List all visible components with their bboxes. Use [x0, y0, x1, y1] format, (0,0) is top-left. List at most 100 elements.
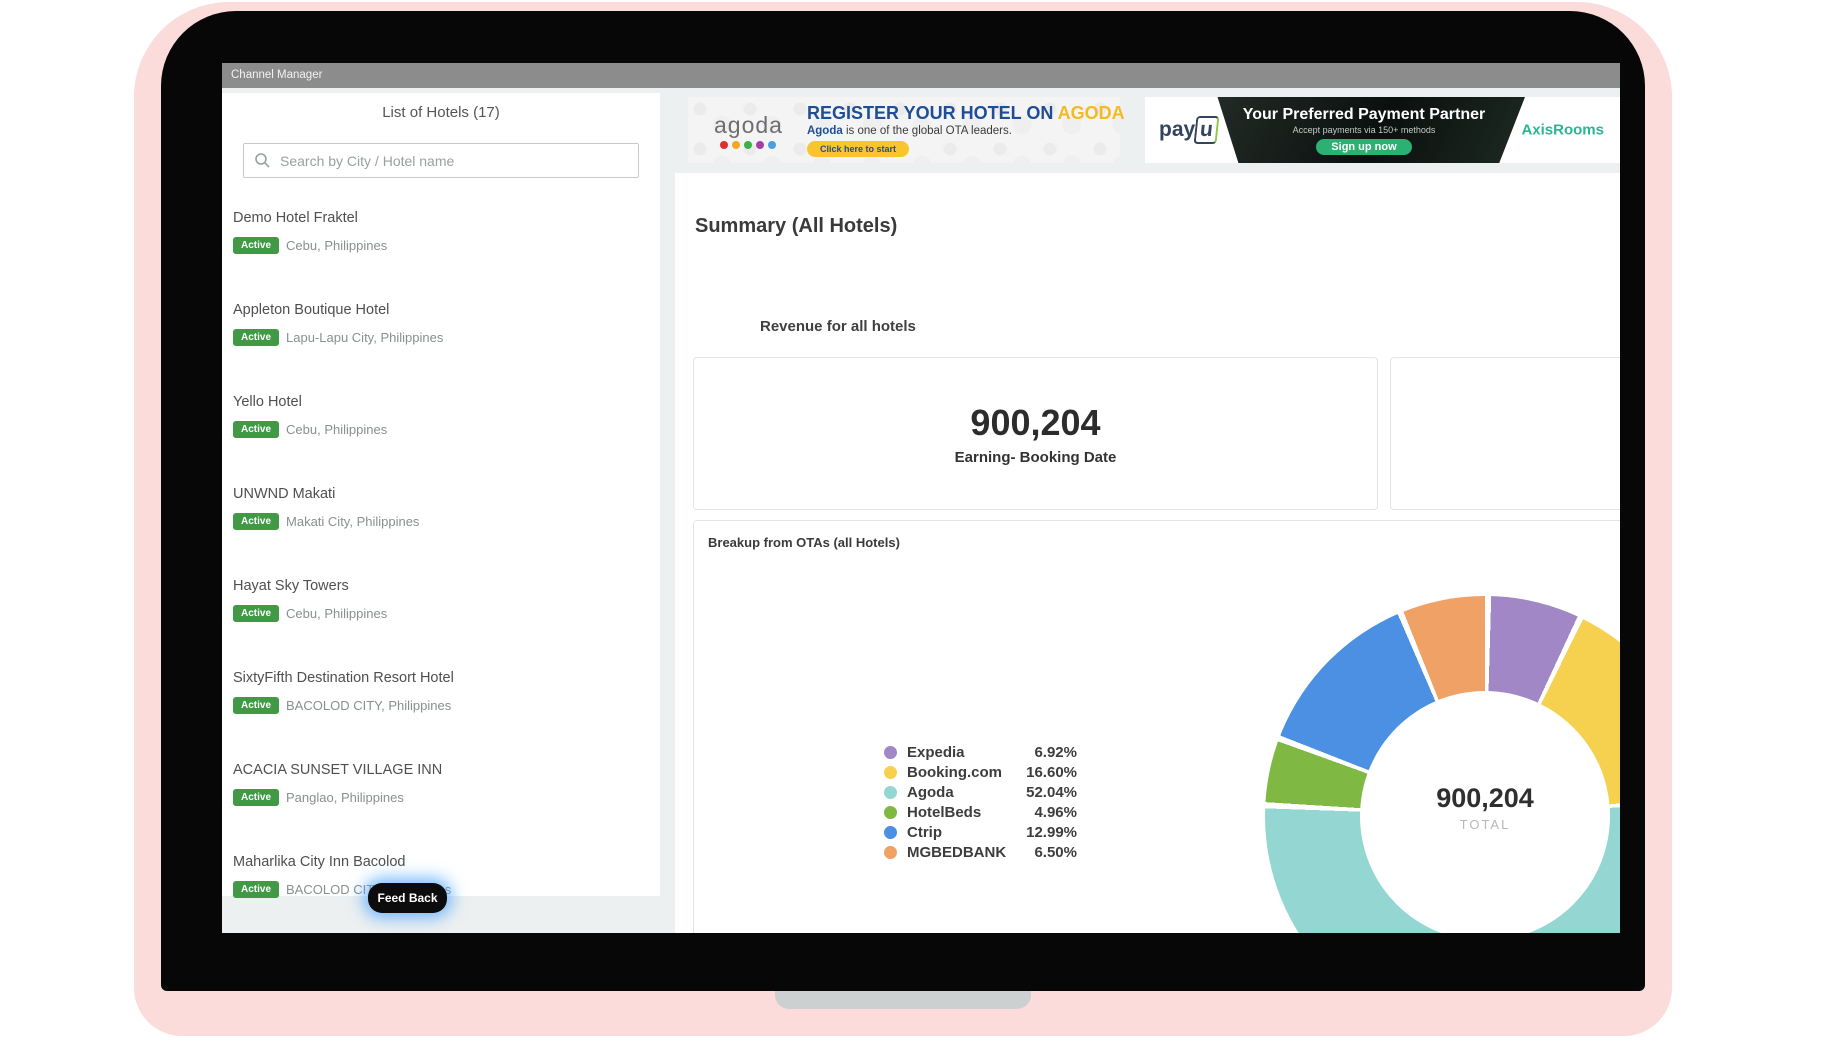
legend-series-name: Expedia — [907, 743, 965, 761]
hotel-meta: Active Cebu, Philippines — [233, 421, 640, 438]
legend-row: Booking.com 16.60% — [884, 762, 1077, 782]
hotel-list-item[interactable]: Demo Hotel Fraktel Active Cebu, Philippine… — [233, 210, 640, 254]
legend-dot-icon — [884, 845, 897, 859]
legend-series-value: 6.50% — [1034, 843, 1077, 861]
hotel-name: ACACIA SUNSET VILLAGE INN — [233, 762, 443, 778]
hotel-list: Demo Hotel Fraktel Active Cebu, Philippine… — [222, 210, 660, 898]
legend-row: HotelBeds 4.96% — [884, 802, 1077, 822]
ota-breakup-heading: Breakup from OTAs (all Hotels) — [708, 535, 900, 550]
hotel-name: Demo Hotel Fraktel — [233, 210, 358, 226]
hotel-name: SixtyFifth Destination Resort Hotel — [233, 670, 454, 686]
legend-series-value: 52.04% — [1026, 783, 1077, 801]
legend-series-name: Ctrip — [907, 823, 942, 841]
hotel-list-item[interactable]: SixtyFifth Destination Resort Hotel Activ… — [233, 670, 640, 714]
hotel-meta: Active Cebu, Philippines — [233, 237, 640, 254]
app-screen: Channel Manager List of Hotels (17) Demo… — [222, 63, 1620, 933]
search-box — [243, 143, 639, 178]
hotel-meta: Active BACOLOD CITY, Philippines — [233, 697, 640, 714]
payu-ad-subtitle: Accept payments via 150+ methods — [1292, 124, 1436, 135]
donut-chart-legend: Expedia 6.92% Booking.com 16.60% Agoda 52.04%… — [884, 742, 1077, 862]
legend-series-name: Booking.com — [907, 763, 1003, 781]
hotel-sidebar: List of Hotels (17) Demo Hotel Fraktel Ac… — [222, 93, 660, 898]
legend-dot-icon — [884, 785, 897, 799]
legend-series-value: 12.99% — [1026, 823, 1077, 841]
hotel-location: BACOLOD CITY, Philippines — [286, 698, 452, 713]
hotel-list-title: List of Hotels (17) — [382, 104, 500, 121]
status-badge: Active — [233, 329, 280, 346]
status-badge: Active — [233, 237, 280, 254]
agoda-ad-banner[interactable]: agoda REGISTER YOUR HOTEL ON AGODA Agoda… — [688, 97, 1125, 163]
agoda-dot-icon — [756, 140, 765, 149]
metric-card-secondary — [1390, 357, 1620, 510]
hotel-location: Cebu, Philippines — [286, 606, 388, 621]
legend-series-name: Agoda — [907, 783, 954, 801]
agoda-headline-prefix: REGISTER YOUR HOTEL ON — [806, 103, 1058, 123]
status-badge: Active — [233, 421, 280, 438]
hotel-location: Cebu, Philippines — [286, 422, 388, 437]
legend-row: Expedia 6.92% — [884, 742, 1077, 762]
axisrooms-logo: AxisRooms — [1521, 121, 1604, 139]
payu-ad-banner[interactable]: pay u Your Preferred Payment Partner Acce… — [1145, 97, 1620, 163]
agoda-ad-copy: REGISTER YOUR HOTEL ON AGODA Agoda is on… — [806, 103, 1125, 157]
feedback-button[interactable]: Feed Back — [368, 883, 447, 913]
legend-series-name: HotelBeds — [907, 803, 982, 821]
payu-signup-button[interactable]: Sign up now — [1316, 138, 1412, 155]
status-badge: Active — [233, 513, 280, 530]
search-icon — [254, 152, 270, 168]
agoda-logo-dots-icon — [714, 140, 783, 149]
agoda-logo: agoda — [714, 112, 783, 149]
hotel-list-item[interactable]: ACACIA SUNSET VILLAGE INN Active Panglao, … — [233, 762, 640, 806]
revenue-label: Earning- Booking Date — [954, 448, 1117, 466]
summary-panel: Summary (All Hotels) Revenue for all hot… — [675, 173, 1620, 933]
hotel-list-item[interactable]: UNWND Makati Active Makati City, Philippin… — [233, 486, 640, 530]
revenue-card: 900,204 Earning- Booking Date — [693, 357, 1378, 510]
status-badge: Active — [233, 881, 280, 898]
payu-logo-u-icon: u — [1193, 116, 1220, 144]
legend-series-value: 16.60% — [1026, 763, 1077, 781]
payu-ad-copy: Your Preferred Payment Partner Accept pa… — [1217, 97, 1525, 163]
hotel-name: Appleton Boutique Hotel — [233, 302, 390, 318]
hotel-location: Makati City, Philippines — [286, 514, 420, 529]
status-badge: Active — [233, 605, 280, 622]
legend-dot-icon — [884, 825, 897, 839]
agoda-dot-icon — [732, 140, 741, 149]
donut-total-label: TOTAL — [1459, 816, 1511, 832]
app-top-bar: Channel Manager — [222, 63, 1620, 88]
agoda-dot-icon — [768, 140, 777, 149]
donut-total-value: 900,204 — [1436, 782, 1534, 813]
app-title: Channel Manager — [231, 69, 323, 81]
hotel-name: Yello Hotel — [233, 394, 302, 410]
agoda-cta-button[interactable]: Click here to start — [806, 141, 909, 157]
legend-dot-icon — [884, 765, 897, 779]
hotel-name: Maharlika City Inn Bacolod — [233, 854, 406, 870]
legend-row: MGBEDBANK 6.50% — [884, 842, 1077, 862]
agoda-dot-icon — [744, 140, 753, 149]
hotel-name: UNWND Makati — [233, 486, 336, 502]
legend-row: Ctrip 12.99% — [884, 822, 1077, 842]
revenue-heading: Revenue for all hotels — [760, 318, 916, 335]
hotel-name: Hayat Sky Towers — [233, 578, 349, 594]
hotel-list-item[interactable]: Hayat Sky Towers Active Cebu, Philippines — [233, 578, 640, 622]
legend-dot-icon — [884, 805, 897, 819]
hotel-meta: Active Panglao, Philippines — [233, 789, 640, 806]
agoda-ad-subtitle: Agoda is one of the global OTA leaders. — [807, 125, 1125, 137]
search-input[interactable] — [243, 143, 639, 178]
status-badge: Active — [233, 697, 280, 714]
hotel-list-item[interactable]: Yello Hotel Active Cebu, Philippines — [233, 394, 640, 438]
hotel-meta: Active Cebu, Philippines — [233, 605, 640, 622]
donut-center-text: 900,204 TOTAL — [1436, 783, 1534, 832]
hotel-location: Panglao, Philippines — [286, 790, 404, 805]
agoda-ad-headline: REGISTER YOUR HOTEL ON AGODA — [807, 103, 1125, 124]
agoda-subtitle-rest: is one of the global OTA leaders. — [842, 125, 1012, 137]
hotel-meta: Active Lapu-Lapu City, Philippines — [233, 329, 640, 346]
legend-series-value: 4.96% — [1034, 803, 1077, 821]
hotel-meta: Active Makati City, Philippines — [233, 513, 640, 530]
summary-title: Summary (All Hotels) — [695, 215, 898, 237]
payu-ad-title: Your Preferred Payment Partner — [1242, 105, 1486, 123]
revenue-value: 900,204 — [970, 401, 1101, 443]
agoda-dot-icon — [720, 140, 729, 149]
agoda-subtitle-brand: Agoda — [806, 125, 843, 137]
agoda-headline-highlight: AGODA — [1057, 103, 1125, 123]
hotel-list-item[interactable]: Appleton Boutique Hotel Active Lapu-Lapu C… — [233, 302, 640, 346]
ota-breakup-card: Breakup from OTAs (all Hotels) Expedia 6.… — [693, 520, 1620, 933]
